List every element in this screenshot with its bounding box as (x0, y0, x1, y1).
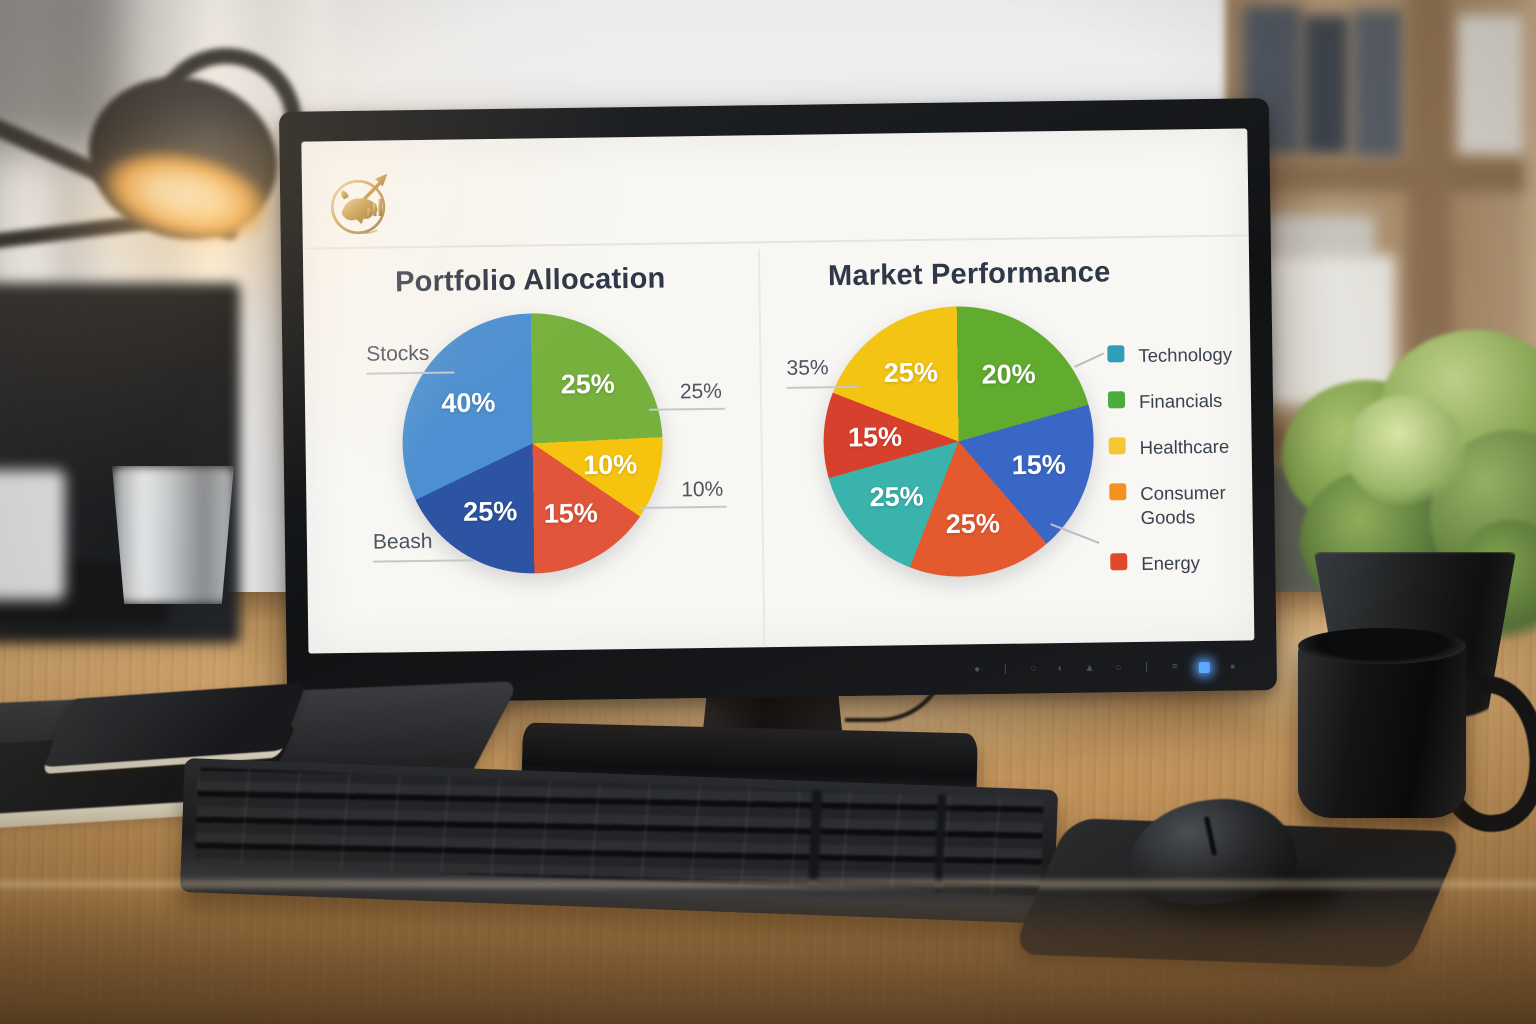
callout-line (640, 505, 727, 509)
pie-slice-label: 10% (582, 449, 638, 481)
bezel-button-icon: ◐ (1057, 663, 1064, 675)
bezel-button-icon: ○ (1115, 662, 1122, 674)
shelf-column (1525, 0, 1536, 665)
desk-front-edge (0, 888, 1536, 1024)
legend-item: Energy (1110, 551, 1250, 577)
monitor: Portfolio Allocation 25% 10% 15% 25% 40% Sto… (278, 98, 1278, 704)
background-cup (0, 470, 65, 600)
market-pie: 20% 15% 25% 25% 15% 25% (821, 304, 1096, 579)
legend-leader-line (1074, 352, 1104, 368)
pie-slice-label: 25% (945, 508, 1001, 539)
paper-stack (1265, 215, 1375, 259)
legend-item: Financials (1107, 388, 1248, 414)
bezel-button-icon: ▲ (1084, 662, 1095, 674)
legend-swatch (1110, 553, 1128, 571)
legend-item: Healthcare (1108, 435, 1249, 461)
coffee-mug (1298, 640, 1466, 818)
pie-slice-label: 25% (462, 496, 518, 527)
callout-line (373, 559, 474, 563)
legend-leader-line (1050, 523, 1100, 544)
keyboard-keys (194, 767, 1044, 896)
callout-label: 10% (681, 477, 724, 502)
legend-swatch (1107, 391, 1126, 409)
bezel-button-icon: ≡ (1171, 661, 1178, 673)
legend-item: Consumer Goods (1109, 481, 1250, 531)
pie-slice-label: 25% (883, 356, 939, 388)
chart-title: Portfolio Allocation (394, 262, 666, 299)
desk-edge-highlight (0, 880, 1536, 888)
legend-label: Technology (1138, 343, 1233, 366)
callout-label: Stocks (366, 341, 430, 366)
legend-label: Healthcare (1139, 435, 1230, 459)
pie-slice-label: 15% (1011, 449, 1066, 481)
bezel-button-icon: ○ (1030, 663, 1037, 675)
pie-slice-label: 15% (847, 421, 903, 453)
storage-box (1457, 15, 1527, 155)
legend-label: Consumer Goods (1140, 481, 1226, 529)
callout-line (649, 407, 726, 411)
legend-swatch (1108, 437, 1126, 455)
bezel-button-icon: ❘ (1142, 661, 1151, 673)
legend-item: Technology (1107, 342, 1247, 368)
bezel-button-icon: ❘ (1001, 663, 1010, 675)
metal-tumbler (112, 466, 234, 604)
power-led (1198, 661, 1210, 673)
plant-flowers (1345, 395, 1465, 505)
chart-title: Market Performance (827, 256, 1111, 293)
legend-label: Energy (1141, 552, 1201, 575)
binder (1303, 15, 1349, 155)
market-performance-chart: Market Performance 20% 15% 25% 25% 15% 25% 35… (759, 234, 1255, 653)
shelf-board (1225, 160, 1536, 192)
bezel-button-icon: ● (973, 664, 981, 676)
legend-swatch (1107, 345, 1125, 363)
monitor-control-buttons: ● ❘ ○ ◐ ▲ ○ ❘ ≡ (974, 655, 1235, 683)
binder (1353, 10, 1403, 158)
portfolio-pie: 25% 10% 15% 25% 40% (400, 311, 665, 576)
mug-rim (1298, 628, 1466, 664)
callout-label: 25% (679, 379, 723, 404)
pie-slice-label: 20% (981, 358, 1036, 390)
legend-label: Financials (1138, 389, 1223, 413)
pie-slice-label: 25% (869, 481, 924, 513)
pie-slice-label: 40% (441, 387, 496, 419)
chart-legend: Technology Financials Healthcare Consume… (1107, 342, 1250, 576)
callout-label: 35% (786, 356, 829, 380)
company-bull-logo (331, 173, 388, 235)
callout-label: Beash (372, 529, 433, 554)
monitor-screen: Portfolio Allocation 25% 10% 15% 25% 40% Sto… (301, 128, 1255, 654)
pie-slice-label: 15% (543, 498, 598, 530)
bezel-dot (1230, 664, 1235, 669)
pie-slice-label: 25% (560, 368, 615, 400)
legend-swatch (1109, 483, 1127, 501)
portfolio-allocation-chart: Portfolio Allocation 25% 10% 15% 25% 40% Sto… (303, 241, 763, 653)
